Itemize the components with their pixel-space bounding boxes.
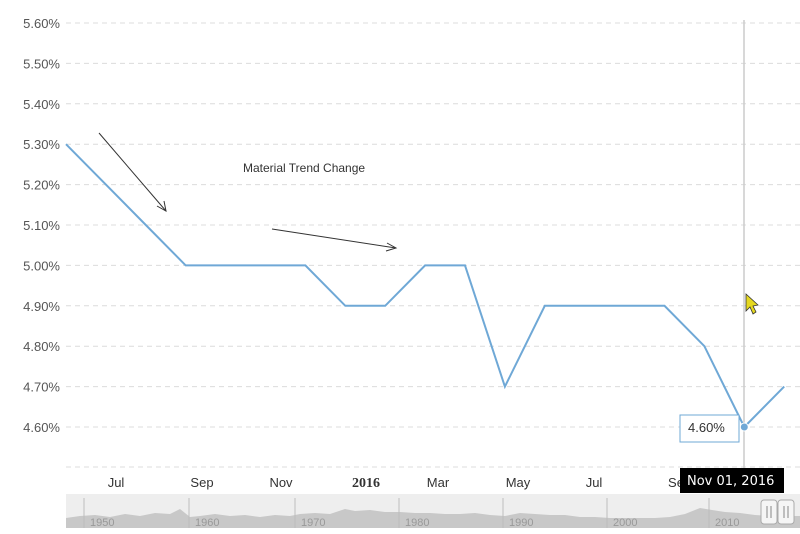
arrow-head-2 bbox=[385, 242, 398, 252]
navigator-series bbox=[66, 508, 800, 528]
value-tooltip: 4.60% bbox=[679, 414, 740, 443]
tooltip-value: 4.60% bbox=[688, 420, 725, 435]
x-tick-label: Sep bbox=[190, 475, 213, 490]
date-label: Nov 01, 2016 bbox=[680, 468, 784, 493]
y-tick-label: 5.30% bbox=[23, 137, 60, 152]
y-tick-label: 5.10% bbox=[23, 218, 60, 233]
y-tick-label: 5.00% bbox=[23, 258, 60, 273]
x-tick-label: Se bbox=[668, 475, 684, 490]
navigator-year-label: 1960 bbox=[195, 517, 219, 529]
y-tick-label: 5.20% bbox=[23, 178, 60, 193]
navigator-year-label: 2000 bbox=[613, 517, 637, 529]
navigator-year-label: 1980 bbox=[405, 517, 429, 529]
y-tick-label: 5.40% bbox=[23, 97, 60, 112]
grid-lines bbox=[66, 22, 800, 468]
navigator-handle-left[interactable] bbox=[760, 499, 778, 525]
arrow-head-1 bbox=[156, 200, 167, 212]
x-tick-label: 2016 bbox=[352, 476, 380, 491]
navigator[interactable]: 1950 1960 1970 1980 1990 2000 2010 bbox=[66, 494, 800, 529]
x-tick-label: Jul bbox=[108, 475, 125, 490]
x-tick-label: Nov bbox=[269, 475, 293, 490]
navigator-labels: 1950 1960 1970 1980 1990 2000 2010 bbox=[83, 498, 739, 529]
y-tick-label: 4.90% bbox=[23, 299, 60, 314]
navigator-year-label: 1950 bbox=[90, 517, 114, 529]
annotation-arrow-2 bbox=[271, 228, 397, 249]
x-axis-ticks: Jul Sep Nov 2016 Mar May Jul Se bbox=[108, 475, 684, 491]
navigator-year-label: 2010 bbox=[715, 517, 739, 529]
navigator-year-label: 1970 bbox=[301, 517, 325, 529]
series-points bbox=[65, 144, 785, 432]
x-tick-label: May bbox=[506, 475, 531, 490]
cursor-icon bbox=[745, 293, 759, 315]
y-tick-label: 5.60% bbox=[23, 16, 60, 31]
x-tick-label: Mar bbox=[427, 475, 450, 490]
y-tick-label: 4.80% bbox=[23, 339, 60, 354]
y-tick-label: 5.50% bbox=[23, 56, 60, 71]
x-tick-label: Jul bbox=[586, 475, 603, 490]
y-tick-label: 4.60% bbox=[23, 420, 60, 435]
series-line bbox=[65, 143, 785, 429]
navigator-handle-right[interactable] bbox=[777, 499, 795, 525]
annotation-text: Material Trend Change bbox=[243, 161, 365, 175]
navigator-year-label: 1990 bbox=[509, 517, 533, 529]
y-tick-label: 4.70% bbox=[23, 380, 60, 395]
date-label-text: Nov 01, 2016 bbox=[687, 474, 774, 489]
y-axis-ticks: 5.60% 5.50% 5.40% 5.30% 5.20% 5.10% 5.00% 4.90%… bbox=[23, 16, 60, 435]
data-point bbox=[739, 422, 749, 432]
annotation-arrow-1 bbox=[98, 132, 167, 212]
